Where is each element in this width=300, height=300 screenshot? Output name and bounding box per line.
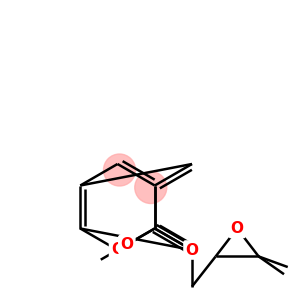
Text: O: O	[231, 221, 244, 236]
Circle shape	[135, 172, 167, 203]
Text: O: O	[111, 242, 124, 257]
Text: O: O	[120, 237, 133, 252]
Circle shape	[103, 154, 136, 186]
Text: O: O	[185, 242, 199, 257]
